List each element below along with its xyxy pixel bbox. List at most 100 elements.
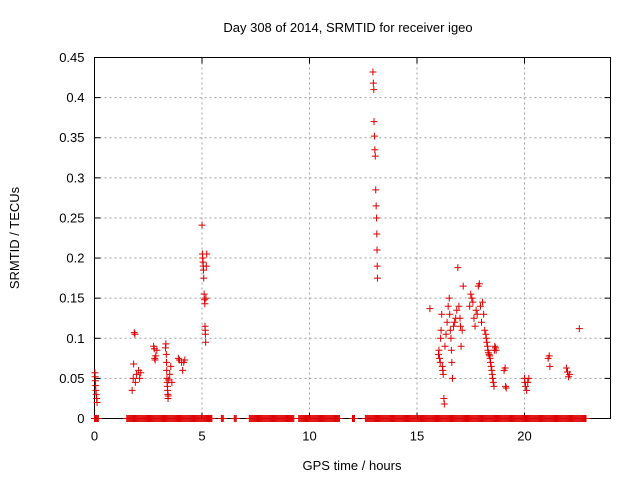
data-point [448,358,456,366]
y-tick-label: 0.1 [66,331,84,346]
y-tick-label: 0 [77,411,84,426]
data-point [525,374,533,382]
data-point [131,330,139,338]
data-point [174,354,182,362]
data-point [439,370,447,378]
x-axis-label: GPS time / hours [303,458,402,473]
data-point [458,326,466,334]
data-point [369,79,377,87]
data-point [167,362,175,370]
data-point [451,318,459,326]
data-point [436,354,444,362]
data-point [437,334,445,342]
data-point [459,282,467,290]
data-point [454,264,462,272]
data-point [200,266,208,274]
y-tick-label: 0.4 [66,90,84,105]
data-point [129,374,137,382]
data-point [450,322,458,330]
data-point [153,346,161,354]
data-point [443,318,451,326]
data-point [479,298,487,306]
data-point [202,262,210,270]
data-point [522,382,530,390]
y-tick-label: 0.05 [59,371,84,386]
x-tick-label: 0 [91,429,98,444]
data-point [467,290,475,298]
data-point [475,280,483,288]
data-point [501,364,509,372]
data-point [164,392,172,400]
data-point [489,378,497,386]
data-point [566,370,574,378]
data-point [502,384,510,392]
data-point [162,340,170,348]
data-point [152,352,160,360]
data-point [490,382,498,390]
data-point [370,132,378,140]
plot-frame [94,57,611,419]
data-point [480,310,488,318]
axis-ticks: 0 0.05 0.1 0.15 0.2 0.25 0.3 0.35 0.4 0.45 0 5 10 15 2… [59,50,611,444]
data-point [470,314,478,322]
data-point [469,298,477,306]
data-point [335,415,343,422]
data-point [502,382,510,390]
data-point [487,362,495,370]
y-axis-label: SRMTID / TECUs [7,186,22,289]
data-point [489,374,497,382]
data-points [91,68,590,422]
x-tick-label: 5 [198,429,205,444]
data-point [438,310,446,318]
data-point [219,415,227,422]
data-point [545,352,553,360]
data-point [437,326,445,334]
chart-title: Day 308 of 2014, SRMTID for receiver ige… [223,20,472,35]
data-point [582,415,590,422]
data-point [441,342,449,350]
data-point [130,360,138,368]
data-point [372,202,380,210]
x-tick-label: 20 [517,429,531,444]
data-point [447,334,455,342]
data-point [373,230,381,238]
data-point [442,330,450,338]
data-point [370,118,378,126]
data-point [491,342,499,350]
data-point [483,338,491,346]
data-point [485,350,493,358]
data-point [473,310,481,318]
data-point [166,370,174,378]
data-point [476,302,484,310]
y-tick-label: 0.3 [66,170,84,185]
data-point [426,305,434,313]
data-point [200,274,208,282]
data-point [350,415,358,422]
data-point [492,346,500,354]
data-point [447,346,455,354]
data-point [523,386,531,394]
data-point [448,374,456,382]
data-point [202,294,210,302]
data-point [198,221,206,229]
data-point [457,342,465,350]
data-point [162,350,170,358]
data-point [131,378,139,386]
data-point [575,325,583,333]
data-point [369,68,377,76]
data-point [445,294,453,302]
data-point [436,358,444,366]
data-point [373,262,381,270]
data-point [201,300,209,308]
y-tick-label: 0.2 [66,251,84,266]
data-point [444,302,452,310]
y-tick-label: 0.25 [59,210,84,225]
y-tick-label: 0.35 [59,130,84,145]
data-point [163,366,171,374]
data-point [372,186,380,194]
data-point [482,334,490,342]
data-point [456,322,464,330]
grid-lines [94,57,611,419]
y-tick-label: 0.45 [59,50,84,65]
